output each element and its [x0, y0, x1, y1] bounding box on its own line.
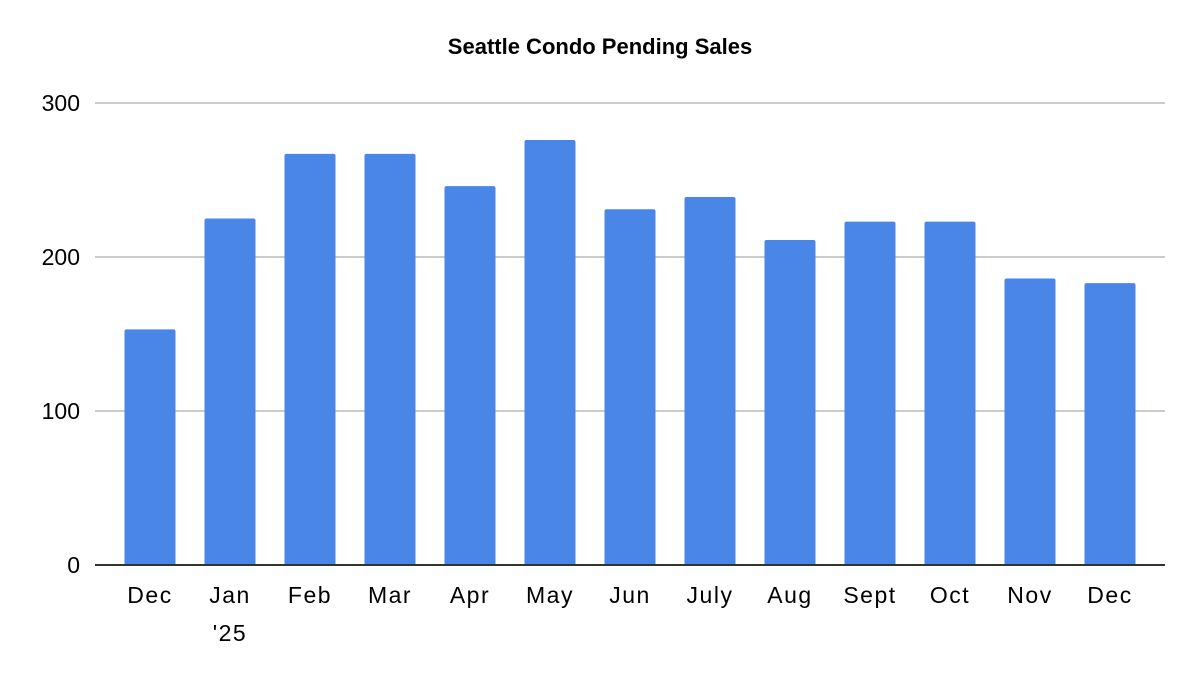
- bar-9: [844, 221, 896, 565]
- x-tick-label: July: [687, 582, 734, 608]
- bar-5: [524, 139, 576, 565]
- y-tick-label: 100: [42, 398, 80, 424]
- bar-2: [284, 153, 336, 565]
- x-tick-label: Jun: [609, 582, 651, 608]
- bar-12: [1084, 283, 1136, 565]
- bar-3: [364, 153, 416, 565]
- x-tick-label: Nov: [1007, 582, 1052, 608]
- bar-4: [444, 186, 496, 565]
- x-tick-label: Mar: [368, 582, 412, 608]
- x-tick-label: Dec: [1087, 582, 1132, 608]
- x-tick-label: Sept: [843, 582, 896, 608]
- x-tick-label: Jan: [209, 582, 251, 608]
- bar-1: [204, 218, 256, 565]
- bar-10: [924, 221, 976, 565]
- x-tick-label: '25: [213, 620, 247, 646]
- x-tick-label: Aug: [767, 582, 812, 608]
- x-tick-label: May: [526, 582, 574, 608]
- y-tick-label: 0: [67, 552, 80, 578]
- x-tick-label: Dec: [127, 582, 172, 608]
- y-tick-label: 300: [42, 90, 80, 116]
- x-tick-label: Apr: [450, 582, 490, 608]
- x-tick-label: Feb: [288, 582, 332, 608]
- bar-0: [124, 329, 176, 565]
- x-tick-label: Oct: [930, 582, 970, 608]
- y-tick-label: 200: [42, 244, 80, 270]
- bar-7: [684, 196, 736, 565]
- bar-8: [764, 240, 816, 565]
- chart-title: Seattle Condo Pending Sales: [447, 34, 753, 59]
- bar-11: [1004, 278, 1056, 565]
- bar-6: [604, 209, 656, 565]
